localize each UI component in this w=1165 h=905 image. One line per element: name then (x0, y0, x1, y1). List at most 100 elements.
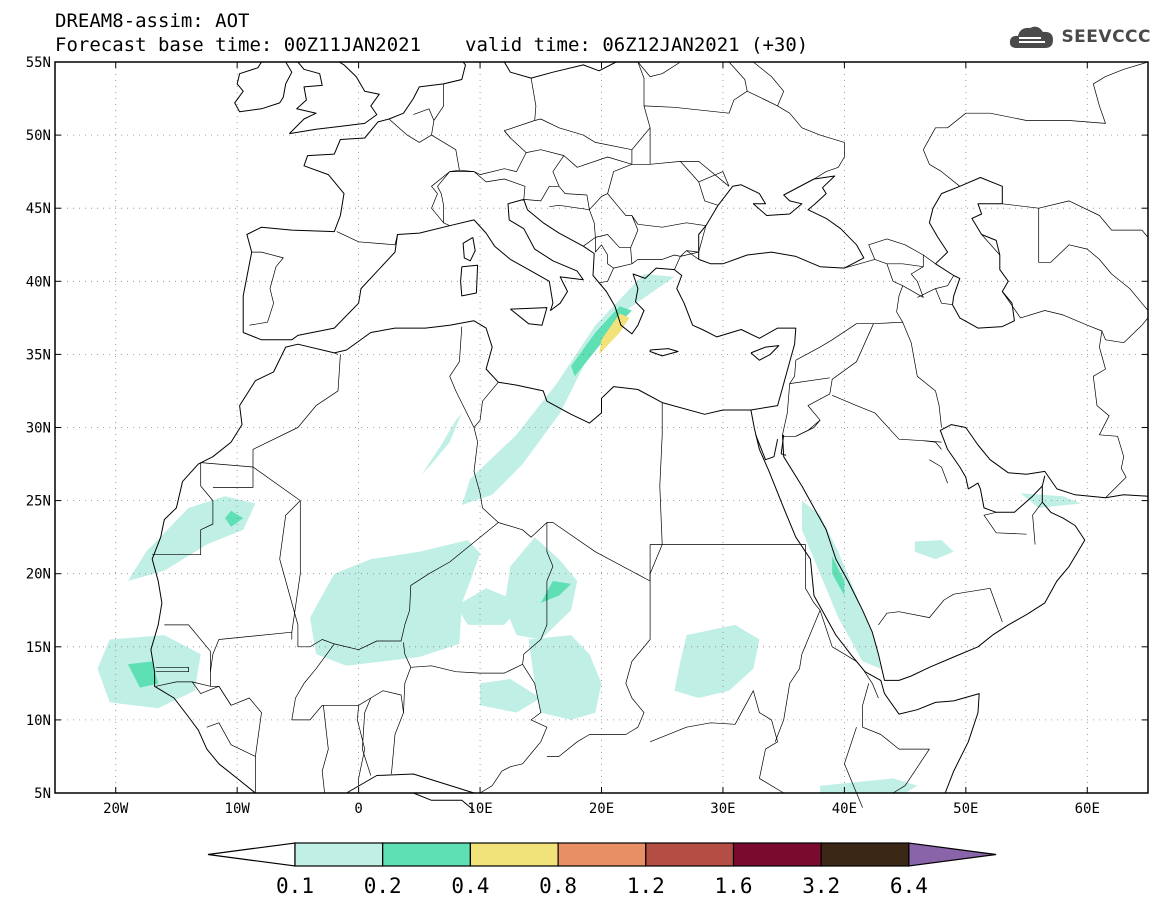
country-border (878, 587, 1003, 626)
country-border (431, 79, 462, 171)
x-tick-label: 10E (467, 801, 492, 817)
country-border (191, 681, 220, 694)
country-border (929, 459, 948, 484)
seevccc-logo: SEEVCCC (1007, 22, 1151, 52)
country-border (479, 664, 548, 794)
country-border (981, 234, 1001, 256)
country-border (844, 254, 936, 269)
colorbar-under-arrow (207, 842, 296, 867)
colorbar-label: 1.6 (715, 874, 753, 898)
country-border (473, 149, 564, 175)
colorbar-swatch (382, 842, 472, 867)
country-border (643, 61, 748, 114)
country-border (546, 544, 663, 757)
country-borders (152, 61, 1149, 808)
colorbar-swatch (645, 842, 735, 867)
aot-region-19 (599, 313, 630, 355)
coastline (755, 434, 779, 461)
country-border (680, 161, 730, 187)
country-border (868, 238, 924, 260)
colorbar-swatch (294, 842, 384, 867)
country-border (504, 130, 511, 139)
x-tick-label: 40E (832, 801, 857, 817)
valid-time: valid time: 06Z12JAN2021 (+30) (465, 34, 809, 56)
coastline (322, 773, 475, 794)
country-border (530, 78, 537, 121)
country-border (1038, 208, 1149, 311)
colorbar-label: 0.1 (276, 874, 314, 898)
country-border (886, 263, 924, 298)
country-border (549, 204, 596, 247)
country-border (649, 690, 784, 794)
country-border (680, 225, 707, 257)
country-border (599, 263, 632, 284)
aot-region-16 (127, 661, 159, 688)
x-tick-label: 50E (953, 801, 978, 817)
aot-region-11 (914, 540, 954, 560)
country-border (152, 462, 254, 556)
forecast-times: Forecast base time: 00Z11JAN2021 valid ti… (55, 34, 808, 56)
x-tick-label: 10W (225, 801, 251, 817)
country-border (659, 402, 663, 545)
country-border (1101, 317, 1149, 344)
country-border (336, 231, 398, 246)
country-border (291, 690, 404, 775)
country-border (917, 288, 953, 306)
country-border (935, 275, 955, 289)
coastline (289, 61, 323, 134)
coastline (928, 177, 1015, 329)
country-border (862, 683, 930, 794)
coastline (750, 409, 980, 794)
country-border (361, 697, 372, 776)
country-border (983, 511, 1027, 535)
colorbar-over-arrow (908, 842, 997, 867)
aot-region-1 (421, 412, 462, 475)
country-border (595, 244, 614, 269)
country-border (844, 727, 863, 808)
y-tick-label: 10N (26, 713, 51, 729)
colorbar: 0.1 0.2 0.4 0.8 1.2 1.6 3.2 6.4 (207, 842, 997, 898)
aot-region-4 (504, 537, 578, 640)
country-border (155, 666, 189, 673)
base-time: Forecast base time: 00Z11JAN2021 (55, 34, 422, 56)
y-tick-label: 50N (26, 128, 51, 144)
coastline (150, 198, 797, 794)
aot-region-0 (461, 274, 675, 505)
country-border (155, 681, 211, 687)
country-border (437, 171, 526, 227)
country-border (873, 321, 942, 428)
x-tick-label: 20W (103, 801, 129, 817)
country-border (403, 642, 412, 668)
colorbar-label: 0.2 (364, 874, 402, 898)
colorbar-swatch (820, 842, 910, 867)
country-border (631, 254, 681, 265)
coastline (242, 61, 466, 333)
coastline (510, 307, 548, 326)
aot-region-18 (832, 556, 845, 596)
coastline (460, 264, 479, 297)
x-tick-label: 0 (354, 801, 362, 817)
cloud-icon (1010, 26, 1054, 48)
country-border (1002, 200, 1149, 238)
country-border (783, 323, 874, 437)
country-border (922, 61, 1149, 150)
aot-region-6 (480, 679, 541, 713)
coastline (750, 345, 780, 361)
country-border (449, 326, 475, 428)
y-tick-label: 35N (26, 347, 51, 363)
x-tick-label: 20E (589, 801, 614, 817)
y-tick-label: 15N (26, 640, 51, 656)
country-border (249, 251, 284, 326)
colorbar-label: 1.2 (627, 874, 665, 898)
coastline (780, 434, 787, 456)
country-border (782, 360, 797, 435)
country-border (388, 118, 432, 143)
country-border (206, 722, 256, 793)
axis-ticks: 20W 10W 0 10E 20E 30E 40E 50E 60E 55N 50N 45N 40N 35N… (26, 55, 1148, 817)
coastline (782, 434, 1086, 681)
country-border (413, 108, 435, 121)
country-border (212, 467, 254, 488)
country-border (674, 251, 699, 270)
aot-region-5 (528, 635, 602, 720)
map-title: DREAM8-assim: AOT (55, 10, 250, 32)
